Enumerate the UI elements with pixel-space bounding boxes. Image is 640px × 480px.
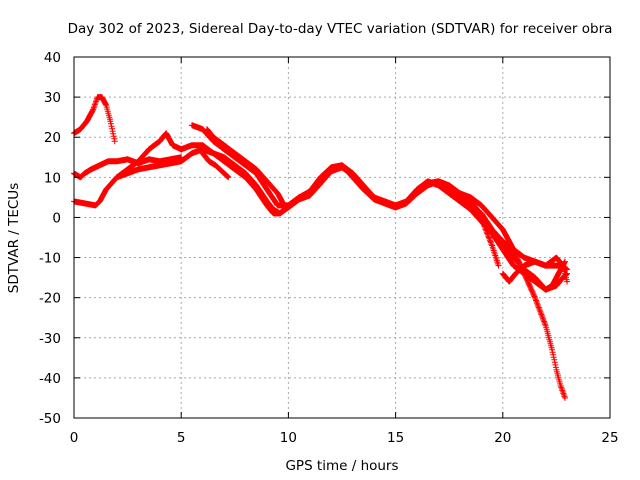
x-tick-label: 10 xyxy=(280,430,297,446)
series-track-6 xyxy=(199,150,232,181)
series-track-1 xyxy=(71,94,118,145)
y-tick-label: 10 xyxy=(44,170,61,186)
axes: 0 5 10 15 20 25 -50 -40 -30 -20 -10 0 10 20 30 40 xyxy=(39,50,619,446)
x-tick-label: 15 xyxy=(387,430,404,446)
data-points xyxy=(71,94,571,401)
plot-frame xyxy=(73,56,611,419)
series-track-9 xyxy=(489,230,568,293)
series-track-7 xyxy=(203,126,288,209)
chart-title: Day 302 of 2023, Sidereal Day-to-day VTE… xyxy=(68,21,613,37)
y-tick-label: -30 xyxy=(39,331,61,347)
series-track-10 xyxy=(499,254,571,285)
y-axis-label: SDTVAR / TECUs xyxy=(6,183,22,293)
x-tick-label: 25 xyxy=(601,430,618,446)
x-tick-label: 5 xyxy=(177,430,186,446)
series-track-8 xyxy=(446,186,502,269)
grid-lines xyxy=(74,57,610,418)
y-tick-label: -10 xyxy=(39,251,61,267)
y-tick-label: 40 xyxy=(44,50,61,66)
y-tick-label: 30 xyxy=(44,90,61,106)
y-tick-label: -20 xyxy=(39,291,61,307)
x-axis-label: GPS time / hours xyxy=(285,458,398,474)
y-tick-label: 0 xyxy=(52,210,61,226)
x-tick-label: 0 xyxy=(70,430,79,446)
x-tick-label: 20 xyxy=(494,430,511,446)
y-tick-label: 20 xyxy=(44,130,61,146)
y-tick-label: -40 xyxy=(39,371,61,387)
y-tick-label: -50 xyxy=(39,411,61,427)
